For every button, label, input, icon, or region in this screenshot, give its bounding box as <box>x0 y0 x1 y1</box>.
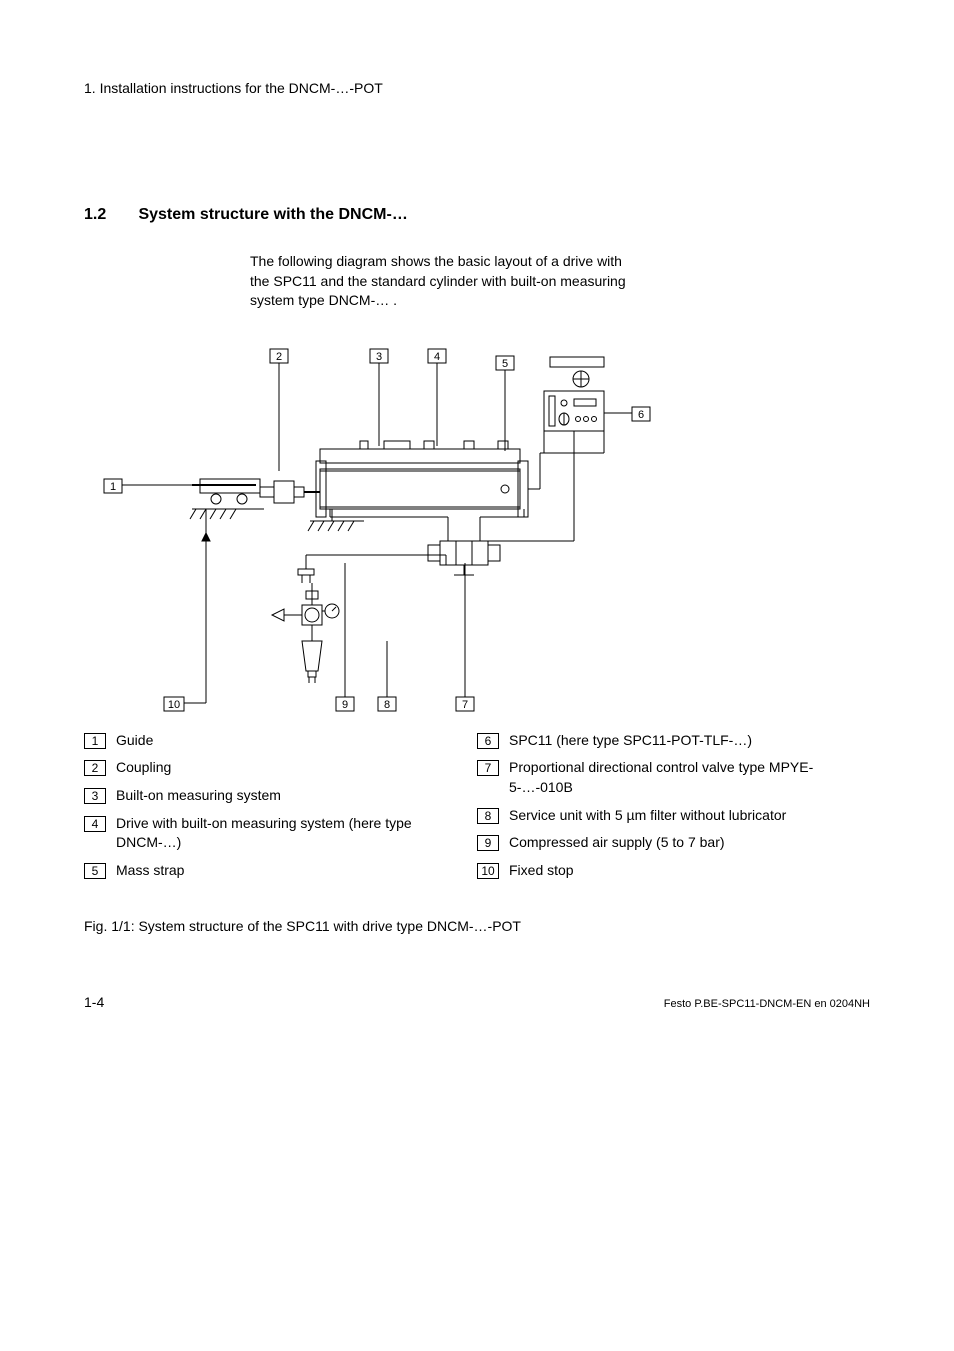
svg-text:7: 7 <box>462 699 468 711</box>
svg-text:5: 5 <box>502 358 508 370</box>
legend-text: Service unit with 5 µm filter without lu… <box>509 806 870 826</box>
page-footer: 1-4 Festo P.BE-SPC11-DNCM-EN en 0204NH <box>84 994 870 1010</box>
legend-item: 1 Guide <box>84 731 477 751</box>
legend-number-box: 4 <box>84 816 106 832</box>
legend-number-box: 1 <box>84 733 106 749</box>
svg-text:3: 3 <box>376 351 382 363</box>
legend-number-box: 7 <box>477 760 499 776</box>
svg-text:2: 2 <box>276 351 282 363</box>
legend-number-box: 9 <box>477 835 499 851</box>
section-title: System structure with the DNCM-… <box>138 206 407 223</box>
legend-number-box: 2 <box>84 760 106 776</box>
legend-number-box: 5 <box>84 863 106 879</box>
legend-item: 6 SPC11 (here type SPC11-POT-TLF-…) <box>477 731 870 751</box>
legend-number-box: 10 <box>477 863 499 879</box>
legend-item: 7 Proportional directional control valve… <box>477 758 870 797</box>
legend-text: Compressed air supply (5 to 7 bar) <box>509 833 870 853</box>
legend-text: Coupling <box>116 758 477 778</box>
svg-text:4: 4 <box>434 351 440 363</box>
legend-item: 2 Coupling <box>84 758 477 778</box>
section-heading: 1.2 System structure with the DNCM-… <box>84 206 870 224</box>
legend-text: SPC11 (here type SPC11-POT-TLF-…) <box>509 731 870 751</box>
legend-item: 3 Built-on measuring system <box>84 786 477 806</box>
svg-text:6: 6 <box>638 409 644 421</box>
svg-text:10: 10 <box>168 699 180 711</box>
legend-text: Fixed stop <box>509 861 870 881</box>
legend-item: 8 Service unit with 5 µm filter without … <box>477 806 870 826</box>
legend-item: 5 Mass strap <box>84 861 477 881</box>
section-number: 1.2 <box>84 206 134 224</box>
svg-text:9: 9 <box>342 699 348 711</box>
running-header: 1. Installation instructions for the DNC… <box>84 80 870 96</box>
legend-number-box: 6 <box>477 733 499 749</box>
legend-number-box: 3 <box>84 788 106 804</box>
figure-caption: Fig. 1/1: System structure of the SPC11 … <box>84 918 870 934</box>
svg-text:8: 8 <box>384 699 390 711</box>
legend-number-box: 8 <box>477 808 499 824</box>
doc-reference: Festo P.BE-SPC11-DNCM-EN en 0204NH <box>664 998 870 1010</box>
legend-item: 10 Fixed stop <box>477 861 870 881</box>
legend-text: Guide <box>116 731 477 751</box>
page-number: 1-4 <box>84 994 104 1010</box>
legend-text: Proportional directional control valve t… <box>509 758 870 797</box>
legend-item: 9 Compressed air supply (5 to 7 bar) <box>477 833 870 853</box>
legend-item: 4 Drive with built-on measuring system (… <box>84 814 477 853</box>
svg-text:1: 1 <box>110 481 116 493</box>
legend-text: Drive with built-on measuring system (he… <box>116 814 477 853</box>
legend-text: Mass strap <box>116 861 477 881</box>
legend: 1 Guide 2 Coupling 3 Built-on measuring … <box>84 731 870 889</box>
system-diagram: 1 2 3 4 5 6 7 8 9 10 <box>84 341 870 717</box>
legend-text: Built-on measuring system <box>116 786 477 806</box>
intro-paragraph: The following diagram shows the basic la… <box>250 252 645 311</box>
